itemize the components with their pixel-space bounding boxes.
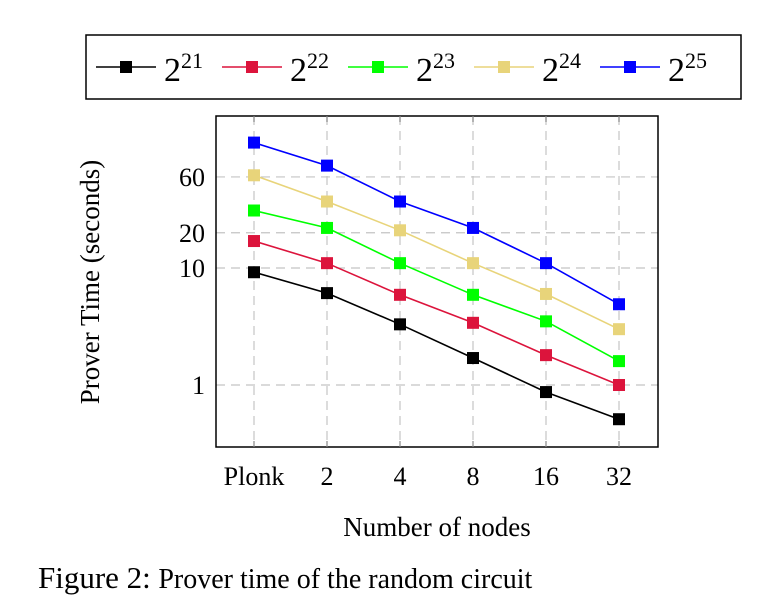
- data-point: [613, 298, 625, 311]
- data-point: [467, 288, 479, 301]
- data-point: [321, 287, 333, 300]
- series-25: [248, 136, 625, 311]
- data-point: [394, 318, 406, 331]
- data-point: [394, 224, 406, 237]
- legend-label: 222: [290, 48, 329, 89]
- y-tick-label: 20: [179, 219, 205, 248]
- legend-exponent: 24: [559, 48, 581, 73]
- series-line: [253, 209, 620, 362]
- caption-text: Prover time of the random circuit: [158, 564, 533, 595]
- data-point: [540, 315, 552, 328]
- legend-label: 225: [668, 48, 707, 89]
- x-tick-label: Plonk: [224, 462, 285, 491]
- legend-marker: [498, 61, 510, 73]
- data-point: [613, 413, 625, 426]
- figure-caption: Figure 2: Prover time of the random circ…: [38, 560, 532, 596]
- data-point: [321, 257, 333, 270]
- legend-marker: [372, 61, 384, 73]
- y-tick-label: 10: [179, 254, 205, 283]
- data-point: [613, 355, 625, 368]
- legend-entry-21: 221: [96, 48, 203, 89]
- data-point: [394, 288, 406, 301]
- legend-exponent: 22: [307, 48, 329, 73]
- series-21: [248, 266, 625, 426]
- ticks: Plonk 2 4 8 16 32 1 10 20 60: [179, 116, 632, 491]
- data-point: [394, 195, 406, 208]
- data-point: [467, 352, 479, 365]
- legend-label: 221: [164, 48, 203, 89]
- series-23: [248, 204, 625, 368]
- data-point: [540, 386, 552, 399]
- legend-entry-23: 223: [348, 48, 455, 89]
- legend-base: 2: [416, 52, 433, 89]
- data-point: [321, 221, 333, 234]
- data-point: [540, 349, 552, 362]
- legend-base: 2: [668, 52, 685, 89]
- legend-entry-24: 224: [474, 48, 581, 89]
- data-point: [467, 257, 479, 270]
- series-line: [253, 240, 620, 386]
- legend-base: 2: [542, 52, 559, 89]
- y-tick-label: 1: [192, 371, 205, 400]
- y-tick-label: 60: [179, 163, 205, 192]
- data-point: [613, 323, 625, 336]
- series-24: [248, 169, 625, 336]
- legend: 221 222 223 224 225: [85, 34, 742, 100]
- plot-frame: [215, 115, 659, 448]
- series-layer: [248, 136, 625, 426]
- data-point: [248, 136, 260, 149]
- x-tick-label: 2: [321, 462, 334, 491]
- x-tick-label: 16: [533, 462, 559, 491]
- legend-marker: [246, 61, 258, 73]
- legend-entry-25: 225: [600, 48, 707, 89]
- series-22: [248, 235, 625, 391]
- data-point: [248, 204, 260, 217]
- x-axis-label: Number of nodes: [343, 512, 530, 542]
- legend-exponent: 21: [181, 48, 203, 73]
- legend-exponent: 25: [685, 48, 707, 73]
- legend-entry-22: 222: [222, 48, 329, 89]
- legend-base: 2: [164, 52, 181, 89]
- data-point: [467, 316, 479, 329]
- data-point: [613, 379, 625, 391]
- data-point: [321, 195, 333, 208]
- legend-label: 224: [542, 48, 581, 89]
- data-point: [394, 257, 406, 270]
- legend-base: 2: [290, 52, 307, 89]
- legend-exponent: 23: [433, 48, 455, 73]
- data-point: [540, 287, 552, 300]
- y-axis-label: Prover Time (seconds): [75, 160, 105, 405]
- grid: [216, 116, 658, 447]
- data-point: [467, 221, 479, 234]
- x-tick-label: 4: [394, 462, 407, 491]
- series-line: [253, 271, 620, 420]
- data-point: [248, 266, 260, 279]
- x-tick-label: 8: [467, 462, 480, 491]
- data-point: [321, 159, 333, 172]
- series-line: [253, 174, 620, 330]
- data-point: [540, 257, 552, 270]
- data-point: [248, 169, 260, 182]
- legend-label: 223: [416, 48, 455, 89]
- legend-marker: [120, 61, 132, 73]
- legend-marker: [624, 61, 636, 73]
- data-point: [248, 235, 260, 248]
- series-line: [253, 141, 620, 305]
- caption-prefix: Figure 2:: [38, 560, 151, 595]
- x-tick-label: 32: [606, 462, 632, 491]
